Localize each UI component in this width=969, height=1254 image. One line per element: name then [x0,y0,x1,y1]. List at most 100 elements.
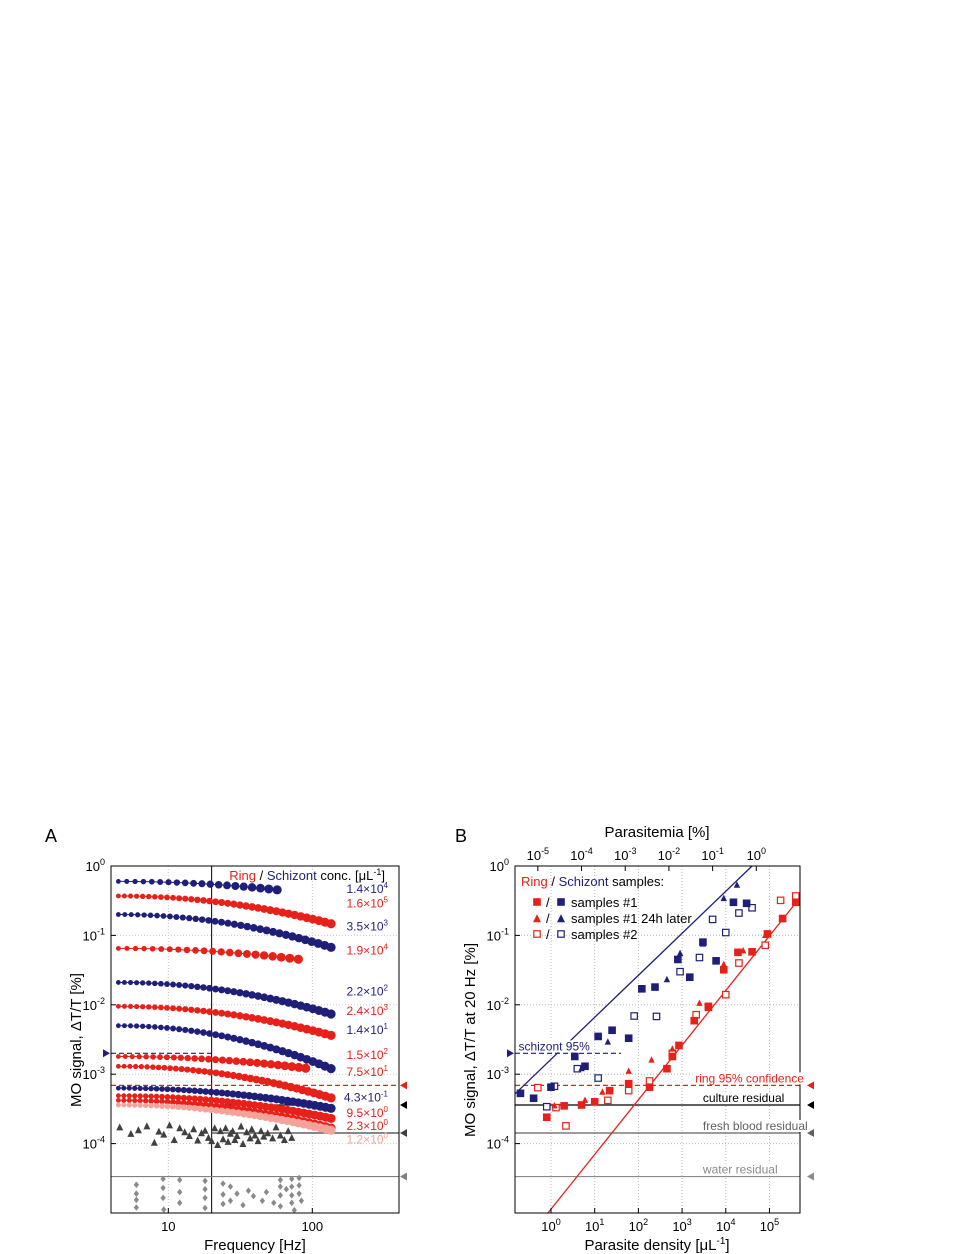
series-label-exponent: 1 [384,1022,389,1031]
series-point [260,1041,269,1050]
threshold-label-bg [700,1163,781,1176]
ring-sample1-24h-point [762,931,769,938]
series-point [176,895,183,902]
series-point [213,1106,220,1114]
series-label: 2.3×100 [347,1118,389,1133]
x-tick-label-mantissa: 10 [716,1219,730,1234]
top-x-tick-label: 100 [747,846,766,863]
residual-triangle [224,1137,232,1145]
series-label-mantissa: 2.3×10 [347,1119,384,1133]
residual-triangle [219,1135,227,1143]
series-point [167,913,173,920]
ring-sample1-point [791,898,800,907]
y-tick-label-mantissa: 10 [487,1067,501,1082]
series-label-exponent: 4 [384,881,389,890]
panel-b-threshold-labels: schizont 95% ring 95% confidence culture r… [516,1039,810,1177]
series-point [230,1034,238,1042]
series-point [121,1003,127,1009]
series-point [180,1099,187,1107]
schizont-sample1-24h-point [720,894,727,902]
y-tick-label: 10-4 [487,1135,509,1152]
series-point [115,1097,121,1103]
residual-triangle [269,1134,277,1142]
x-tick-label-exponent: 5 [774,1217,779,1227]
series-point [200,947,208,955]
ring-sample1-24h-point [551,1102,558,1109]
series-point [148,878,155,885]
x-tick-label: 100 [301,1219,323,1234]
ring-sample1-point [645,1083,654,1091]
series-point [240,1091,248,1099]
series-point [158,894,164,900]
series-point [173,913,180,920]
series-point [264,884,274,894]
series-label-exponent: 1 [384,1064,389,1073]
ring-sample1-point [560,1102,568,1110]
residual-triangle [181,1128,189,1136]
residual-diamond [202,1204,208,1212]
series-point [223,881,231,890]
series-label: 1.9×104 [347,942,389,957]
residual-diamond [298,1197,305,1205]
series-label-mantissa: 2.2×10 [347,985,384,999]
series-point [191,1105,198,1112]
series-point [173,879,181,886]
x-tick-label-mantissa: 10 [760,1219,774,1234]
series-point [218,899,226,906]
series-point [266,1043,275,1052]
schizont-sample2-point [695,953,704,962]
series-point [176,981,183,989]
series-point [229,1071,237,1080]
legend-ring-word: Ring [229,868,256,883]
series-point [249,923,258,932]
series-point [259,951,269,960]
series-point [170,981,177,988]
schizont-sample1-point [624,1034,633,1043]
series-point [121,1102,127,1108]
panel-b-legend-marks [533,898,565,938]
panel-a-plot-frame [110,865,400,1214]
series-point [294,933,304,943]
series-point [158,946,165,952]
schizont-sample1-24h-point [604,1038,612,1045]
residual-diamond [133,1181,139,1189]
schizont-sample2-point [652,1012,661,1021]
series-point [140,1004,146,1010]
series-point [207,1106,215,1114]
y-tick-label-exponent: -3 [501,1065,509,1075]
series-point [194,983,201,991]
x-tick-label-exponent: 2 [643,1217,648,1227]
panel-a-gridlines [111,865,399,1213]
residual-diamond [160,1184,166,1192]
series-point [137,1085,143,1091]
y-tick-label-mantissa: 10 [490,859,504,874]
residual-diamond [277,1183,283,1190]
schizont-sample1-point [674,955,682,964]
series-point [170,1005,177,1012]
series-point [140,980,146,986]
series-point [253,1058,262,1067]
series-label-mantissa: 1.6×10 [347,896,384,910]
legend-slash-1: / [546,895,550,910]
panel-b-legend-ring: Ring [521,874,548,889]
series-point [224,987,232,995]
series-point [126,1102,132,1108]
series-point [224,1033,232,1041]
residual-diamond [202,1194,208,1202]
top-x-tick-label-mantissa: 10 [747,848,761,863]
series-point [202,1088,209,1095]
series-point [262,926,271,935]
series-point [217,948,225,956]
series-point [206,1008,213,1016]
legend-ring-triangle [533,914,541,923]
x-tick-label-mantissa: 10 [672,1219,686,1234]
series-point [223,1089,231,1097]
series-point [175,946,182,953]
series-point [126,1085,132,1091]
residual-triangle [211,1124,219,1132]
series-point [134,893,140,899]
residual-diamond [271,1199,277,1207]
threshold-arrow [507,1049,514,1058]
series-point [212,898,220,906]
panel-b-x-axis-exponent: -1 [716,1236,725,1247]
